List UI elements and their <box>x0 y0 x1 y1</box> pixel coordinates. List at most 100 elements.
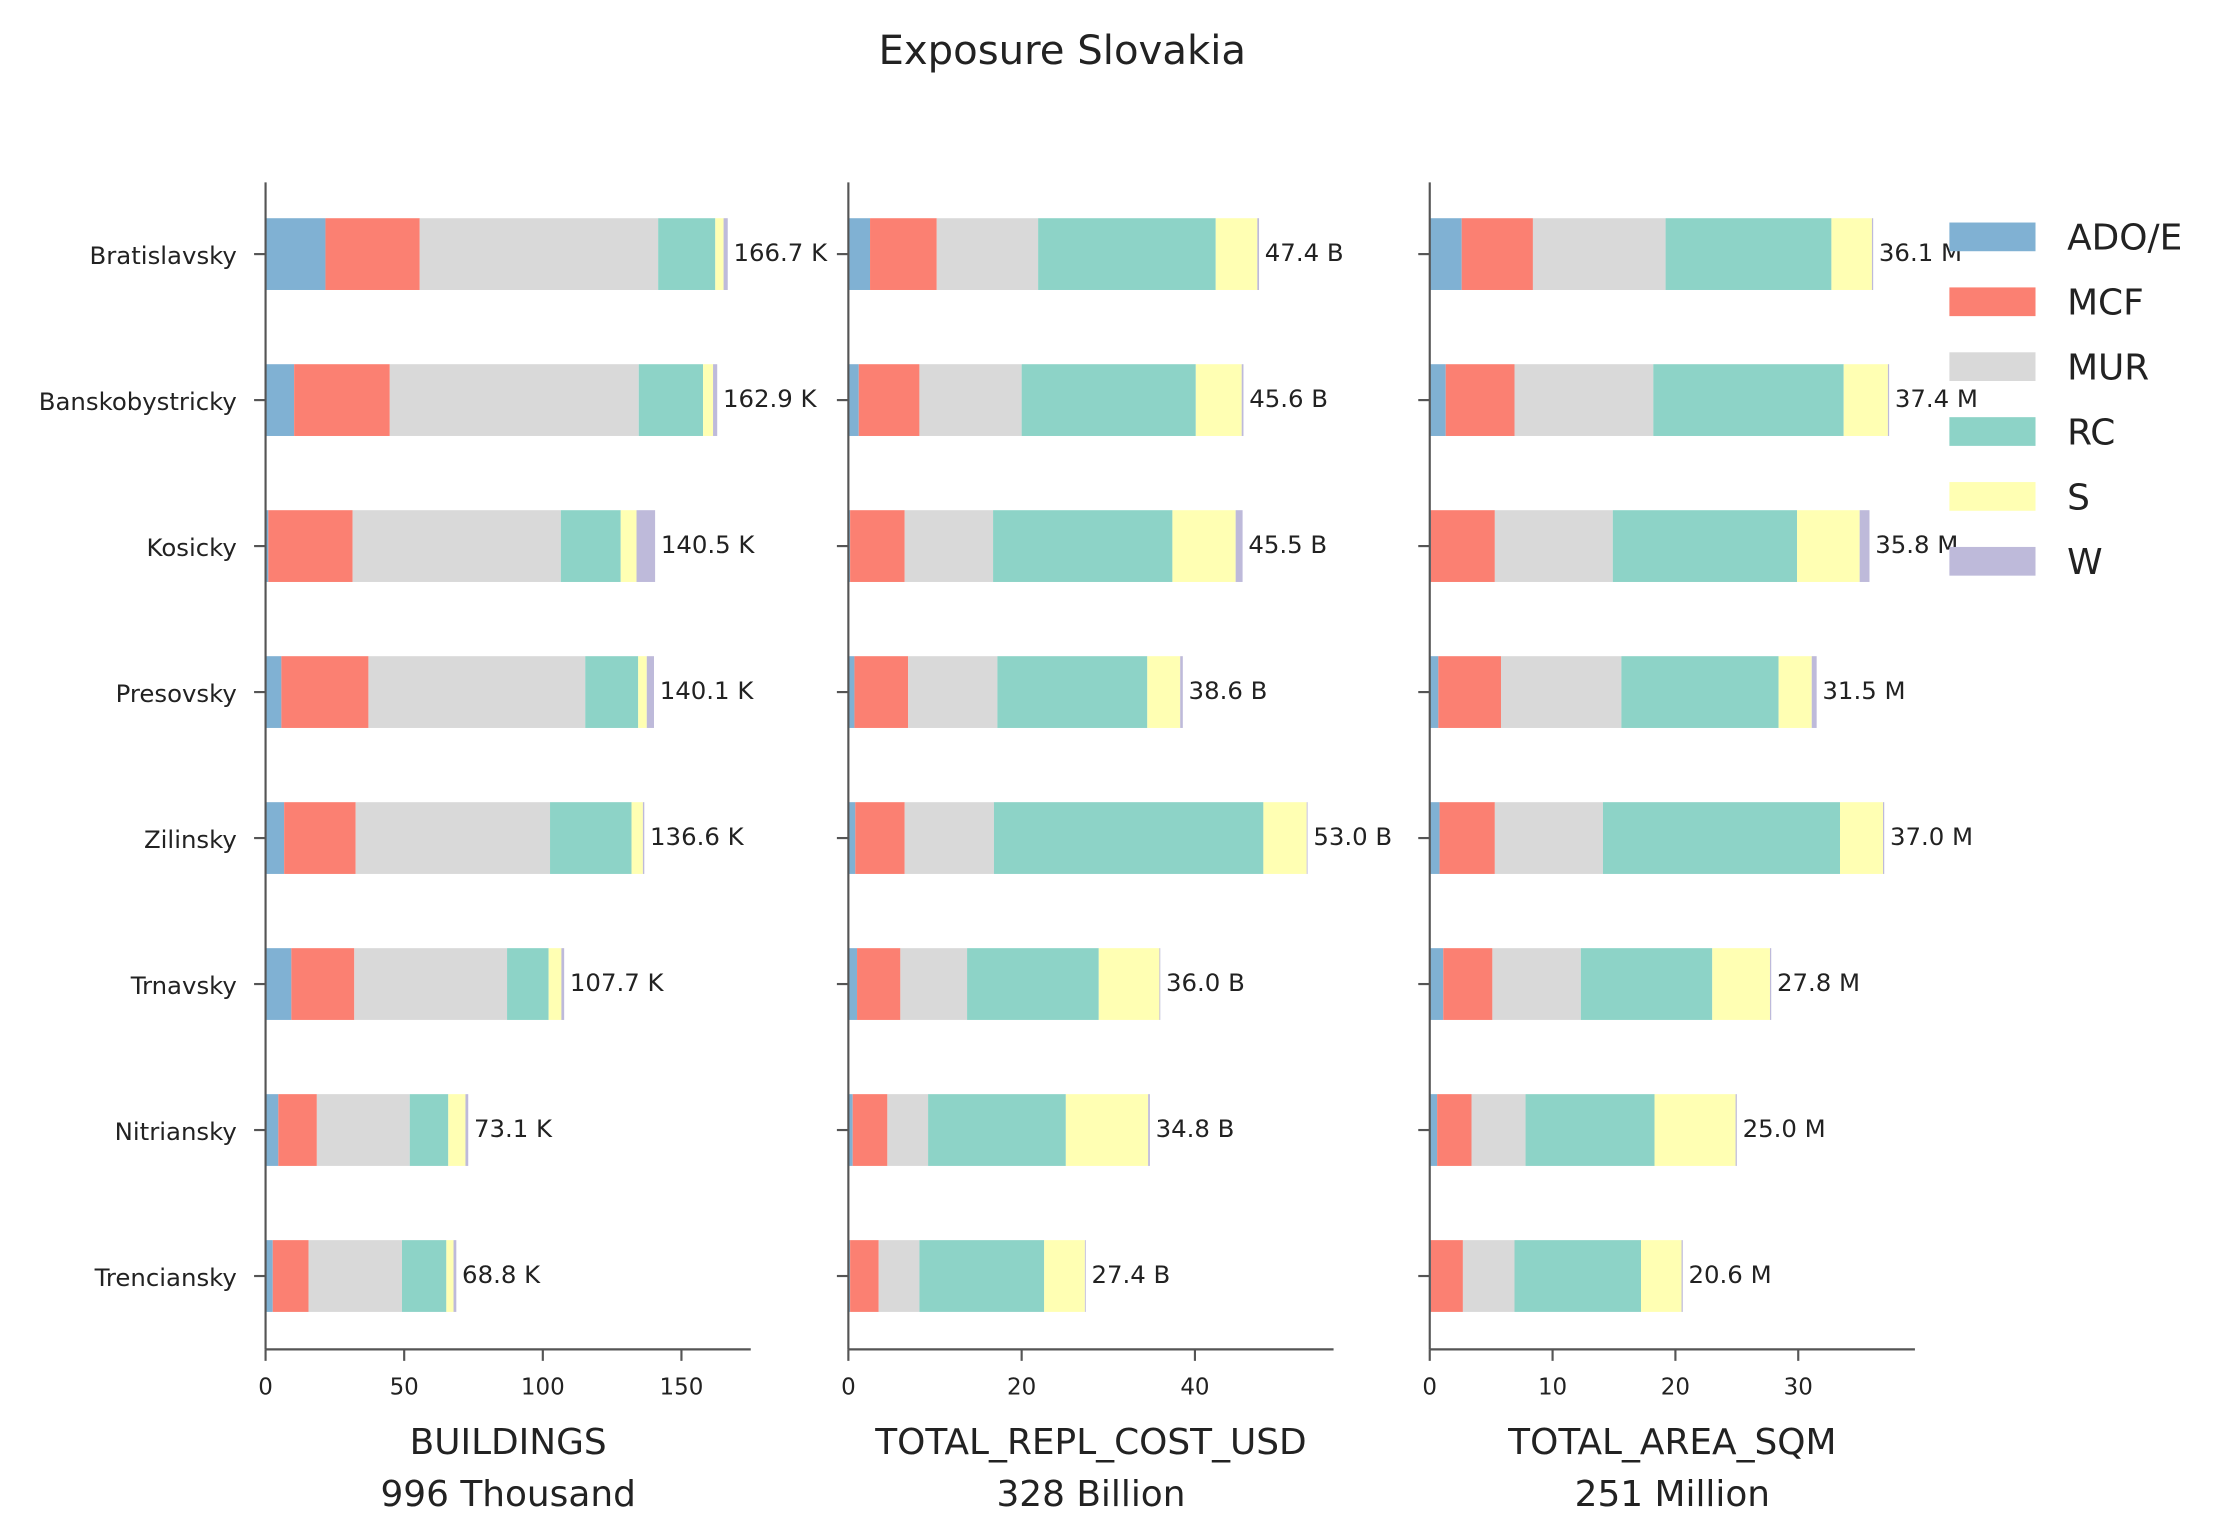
bar-segment <box>1494 802 1603 874</box>
y-tick-label: Trnavsky <box>130 971 237 1000</box>
bar-segment <box>848 802 856 874</box>
bar-segment <box>281 656 369 728</box>
bar-segment <box>1532 218 1666 290</box>
bar-segment <box>848 218 871 290</box>
bar-segment <box>936 218 1039 290</box>
x-tick-label: 20 <box>1007 1375 1036 1401</box>
bar-segment <box>291 948 355 1020</box>
y-tick-label: Zilinsky <box>144 825 237 854</box>
bar-segment <box>1882 802 1885 874</box>
x-tick-label: 150 <box>660 1375 704 1401</box>
bar-segment <box>1525 1094 1655 1166</box>
bar-segment <box>453 1240 457 1312</box>
bar-segment <box>548 948 562 1020</box>
bar-segment <box>1159 948 1161 1020</box>
bar-segment <box>900 948 968 1020</box>
bar-segment <box>1580 948 1713 1020</box>
bar-segment <box>1235 510 1243 582</box>
y-tick-label: Nitriansky <box>115 1117 237 1146</box>
bar-segment <box>272 1240 309 1312</box>
x-axis-label: TOTAL_AREA_SQM <box>1507 1422 1836 1463</box>
bar-segment <box>715 218 724 290</box>
bar-segment <box>658 218 716 290</box>
bar-segment <box>1778 656 1812 728</box>
bar-segment <box>1797 510 1860 582</box>
bar-segment <box>1241 364 1244 436</box>
x-tick-label: 20 <box>1661 1375 1690 1401</box>
bar-segment <box>1429 656 1439 728</box>
bar-segment <box>848 948 858 1020</box>
bar-segment <box>1492 948 1581 1020</box>
bar-segment <box>1471 1094 1526 1166</box>
bar-segment <box>1147 656 1181 728</box>
bar-segment <box>284 802 356 874</box>
bar-segment <box>904 802 994 874</box>
bar-segment <box>858 364 920 436</box>
bar-segment <box>1257 218 1260 290</box>
bar-segment <box>646 656 654 728</box>
bar-segment <box>265 656 282 728</box>
bar-segment <box>1887 364 1890 436</box>
bar-segment <box>265 1240 273 1312</box>
x-tick-label: 10 <box>1538 1375 1567 1401</box>
total-label: 107.7 K <box>570 968 665 997</box>
bar-segment <box>631 802 643 874</box>
bar-segment <box>908 656 998 728</box>
bar-segment <box>870 218 937 290</box>
bar-segment <box>550 802 632 874</box>
bar-segment <box>1215 218 1258 290</box>
legend-label: W <box>2067 542 2102 583</box>
bar-segment <box>507 948 549 1020</box>
bar-segment <box>848 1094 853 1166</box>
bar-segment <box>928 1094 1066 1166</box>
total-label: 27.8 M <box>1777 968 1860 997</box>
legend-swatch <box>1949 417 2036 446</box>
bar-segment <box>1098 948 1160 1020</box>
bar-segment <box>703 364 714 436</box>
legend-swatch <box>1949 546 2036 576</box>
bar-segment <box>1859 510 1870 582</box>
bar-segment <box>997 656 1148 728</box>
total-label: 45.6 B <box>1249 384 1328 413</box>
bar-segment <box>848 656 855 728</box>
bar-segment <box>316 1094 410 1166</box>
total-label: 73.1 K <box>474 1114 553 1143</box>
bar-segment <box>878 1240 920 1312</box>
bar-segment <box>1831 218 1872 290</box>
bar-segment <box>1769 948 1772 1020</box>
total-label: 31.5 M <box>1822 676 1905 705</box>
bar-segment <box>1430 1240 1463 1312</box>
bar-segment <box>419 218 659 290</box>
bar-segment <box>993 802 1264 874</box>
bar-segment <box>265 364 295 436</box>
bar-segment <box>352 510 561 582</box>
bar-segment <box>1263 802 1307 874</box>
total-label: 68.8 K <box>462 1260 541 1289</box>
total-label: 36.0 B <box>1166 968 1245 997</box>
legend-label: MUR <box>2067 348 2149 389</box>
bar-segment <box>1514 1240 1642 1312</box>
x-tick-label: 40 <box>1180 1375 1209 1401</box>
bar-segment <box>636 510 656 582</box>
bar-segment <box>448 1094 466 1166</box>
y-tick-label: Presovsky <box>116 679 237 708</box>
bar-segment <box>1429 802 1440 874</box>
y-tick-label: Trenciansky <box>94 1263 237 1292</box>
bar-segment <box>265 218 326 290</box>
bar-segment <box>265 1094 279 1166</box>
bar-segment <box>265 802 285 874</box>
bar-segment <box>919 1240 1045 1312</box>
legend-label: ADO/E <box>2067 218 2182 259</box>
bar-segment <box>1654 1094 1736 1166</box>
bar-segment <box>1437 1094 1472 1166</box>
bar-segment <box>1195 364 1242 436</box>
x-tick-label: 30 <box>1784 1375 1813 1401</box>
bar-segment <box>465 1094 469 1166</box>
bar-segment <box>1811 656 1817 728</box>
bar-segment <box>638 656 647 728</box>
legend-swatch <box>1949 352 2036 381</box>
bar-segment <box>887 1094 929 1166</box>
x-tick-label: 0 <box>841 1375 856 1401</box>
legend-swatch <box>1949 222 2036 252</box>
